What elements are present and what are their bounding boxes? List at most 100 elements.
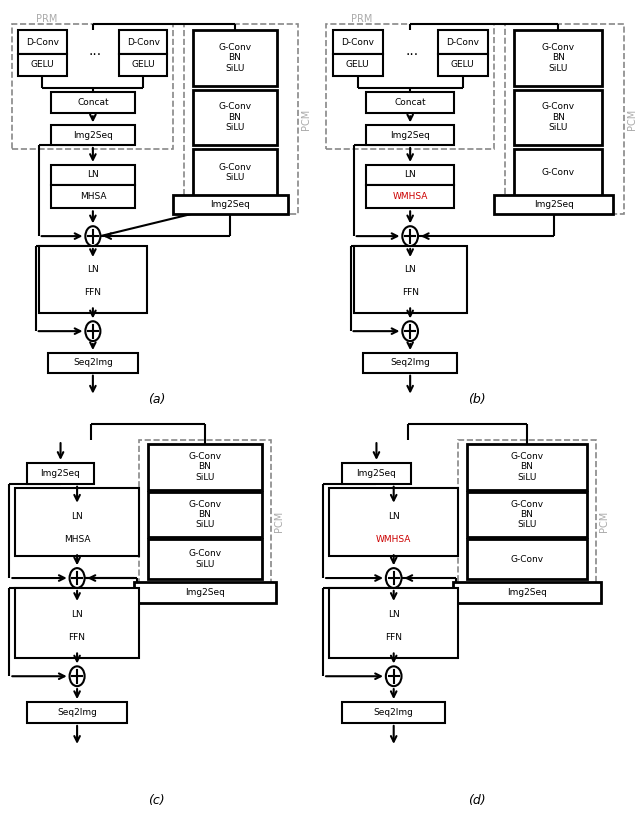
Bar (51, 165, 135, 185)
Circle shape (403, 321, 418, 341)
Bar (28, 625, 127, 650)
Text: D-Conv: D-Conv (26, 38, 59, 46)
Bar (184, 24, 298, 215)
Text: G-Conv: G-Conv (511, 554, 543, 563)
Text: FFN: FFN (385, 633, 402, 642)
Text: Img2Seq: Img2Seq (73, 130, 113, 139)
Text: Seq2Img: Seq2Img (73, 358, 113, 367)
Text: G-Conv
BN
SiLU: G-Conv BN SiLU (218, 43, 252, 73)
Bar (366, 165, 454, 185)
Text: Seq2Img: Seq2Img (374, 708, 413, 717)
Bar (119, 31, 167, 54)
Bar (12, 24, 173, 149)
Text: GELU: GELU (346, 60, 369, 69)
Text: D-Conv: D-Conv (341, 38, 374, 46)
Bar (134, 582, 276, 602)
Bar (494, 195, 613, 214)
Bar (48, 353, 138, 373)
Text: Concat: Concat (394, 98, 426, 107)
Bar (51, 92, 135, 113)
Bar (148, 492, 262, 537)
Text: Img2Seq: Img2Seq (356, 469, 396, 478)
Text: Img2Seq: Img2Seq (534, 200, 573, 209)
Text: Concat: Concat (77, 98, 109, 107)
Text: G-Conv
SiLU: G-Conv SiLU (188, 549, 221, 568)
Text: FFN: FFN (68, 633, 86, 642)
Bar (330, 488, 458, 556)
Text: G-Conv
BN
SiLU: G-Conv BN SiLU (188, 500, 221, 530)
Bar (366, 92, 454, 113)
Bar (458, 441, 596, 602)
Bar (139, 441, 271, 602)
Bar (342, 702, 445, 723)
Text: LN: LN (87, 170, 99, 179)
Text: MHSA: MHSA (64, 535, 90, 544)
Circle shape (85, 226, 100, 246)
Text: (b): (b) (468, 394, 486, 407)
Bar (366, 260, 454, 280)
Bar (342, 604, 445, 625)
Bar (342, 463, 411, 483)
Text: ...: ... (406, 44, 419, 58)
Bar (19, 31, 67, 54)
Text: FFN: FFN (84, 288, 101, 297)
Bar (354, 246, 467, 314)
Bar (28, 526, 127, 552)
Text: LN: LN (388, 610, 399, 619)
Bar (438, 54, 488, 76)
Bar (193, 149, 277, 196)
Text: PRM: PRM (351, 14, 372, 24)
Text: G-Conv
BN
SiLU: G-Conv BN SiLU (188, 452, 221, 482)
Text: G-Conv: G-Conv (542, 168, 575, 177)
Bar (15, 588, 139, 658)
Text: G-Conv
BN
SiLU: G-Conv BN SiLU (218, 102, 252, 132)
Bar (453, 582, 601, 602)
Circle shape (386, 568, 401, 588)
Bar (515, 90, 602, 145)
Text: WMHSA: WMHSA (376, 535, 412, 544)
Bar (28, 702, 127, 723)
Bar (119, 54, 167, 76)
Bar (467, 540, 586, 579)
Text: MHSA: MHSA (79, 192, 106, 201)
Bar (333, 54, 383, 76)
Bar (51, 280, 135, 305)
Bar (342, 526, 445, 552)
Text: Img2Seq: Img2Seq (40, 469, 81, 478)
Text: PCM: PCM (627, 109, 637, 130)
Text: WMHSA: WMHSA (392, 192, 428, 201)
Circle shape (70, 667, 84, 686)
Text: PCM: PCM (274, 511, 284, 532)
Bar (148, 540, 262, 579)
Bar (15, 488, 139, 556)
Bar (193, 90, 277, 145)
Text: ...: ... (88, 44, 102, 58)
Text: LN: LN (71, 610, 83, 619)
Bar (326, 24, 494, 149)
Bar (515, 31, 602, 86)
Text: G-Conv
SiLU: G-Conv SiLU (218, 163, 252, 182)
Bar (333, 31, 383, 54)
Bar (51, 260, 135, 280)
Text: Img2Seq: Img2Seq (390, 130, 430, 139)
Text: LN: LN (404, 170, 416, 179)
Circle shape (403, 226, 418, 246)
Text: D-Conv: D-Conv (446, 38, 479, 46)
Bar (515, 149, 602, 196)
Bar (173, 195, 287, 214)
Bar (366, 280, 454, 305)
Bar (342, 625, 445, 650)
Bar (148, 444, 262, 490)
Text: FFN: FFN (402, 288, 419, 297)
Bar (28, 463, 93, 483)
Text: Img2Seq: Img2Seq (211, 200, 250, 209)
Bar (366, 185, 454, 209)
Bar (505, 24, 624, 215)
Text: G-Conv
BN
SiLU: G-Conv BN SiLU (511, 500, 543, 530)
Bar (366, 125, 454, 145)
Text: G-Conv
BN
SiLU: G-Conv BN SiLU (511, 452, 543, 482)
Bar (51, 185, 135, 209)
Circle shape (386, 667, 401, 686)
Text: PRM: PRM (36, 14, 58, 24)
Text: D-Conv: D-Conv (127, 38, 160, 46)
